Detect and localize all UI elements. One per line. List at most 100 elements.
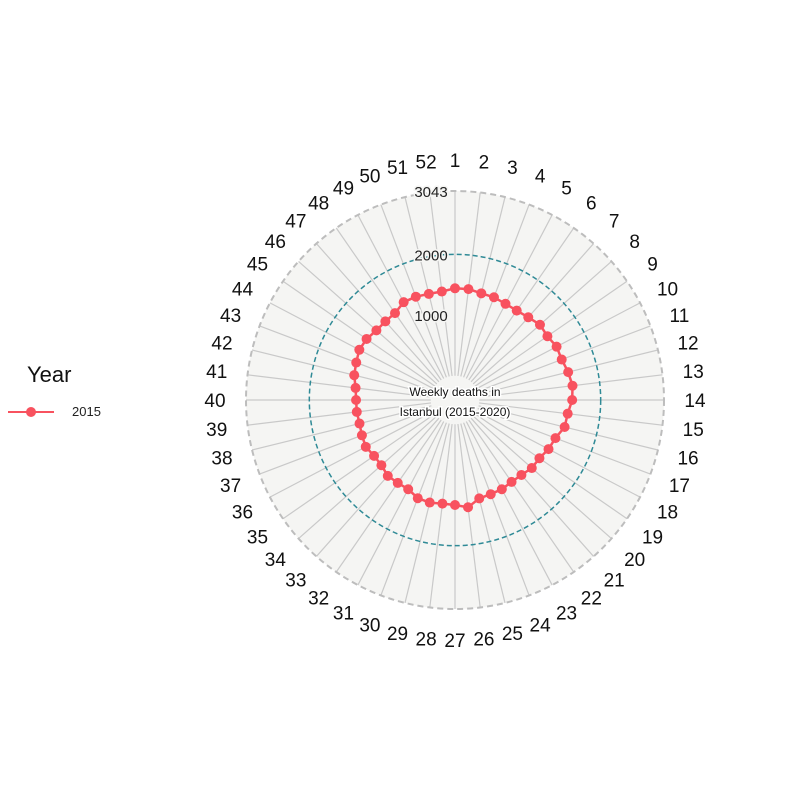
data-point-week-44 — [354, 344, 365, 355]
week-label-21: 21 — [604, 571, 625, 592]
data-point-week-2 — [463, 284, 474, 295]
data-point-week-19 — [534, 453, 545, 464]
spoke-week-41 — [247, 374, 431, 398]
week-label-41: 41 — [206, 362, 227, 383]
week-label-14: 14 — [684, 391, 706, 412]
spoke-week-48 — [335, 227, 442, 381]
spoke-week-22 — [468, 419, 575, 573]
spoke-week-29 — [404, 423, 450, 604]
spoke-week-19 — [474, 413, 628, 520]
data-point-week-37 — [356, 430, 367, 441]
week-label-18: 18 — [657, 503, 678, 524]
spoke-week-37 — [259, 408, 433, 475]
week-label-49: 49 — [333, 178, 354, 199]
week-label-52: 52 — [416, 153, 437, 174]
week-label-33: 33 — [285, 571, 306, 592]
data-point-week-16 — [559, 422, 570, 433]
spoke-week-44 — [269, 302, 434, 390]
data-point-week-24 — [485, 489, 496, 500]
data-point-week-40 — [351, 395, 362, 405]
spoke-week-32 — [335, 419, 442, 573]
data-point-week-3 — [476, 288, 487, 299]
panel-background — [246, 191, 664, 609]
data-point-week-7 — [523, 312, 534, 323]
week-label-16: 16 — [677, 448, 698, 469]
data-point-week-49 — [398, 297, 409, 308]
spoke-week-26 — [457, 424, 481, 608]
spoke-week-43 — [259, 325, 433, 392]
week-label-39: 39 — [206, 420, 227, 441]
spoke-week-6 — [468, 227, 575, 381]
radial-tick-label-1000: 1000 — [414, 308, 447, 325]
week-label-34: 34 — [265, 550, 287, 571]
week-label-6: 6 — [586, 193, 597, 214]
data-point-week-17 — [550, 433, 561, 444]
week-label-26: 26 — [473, 629, 494, 650]
data-point-week-18 — [543, 444, 554, 455]
data-point-week-22 — [506, 476, 517, 487]
data-point-week-42 — [349, 370, 360, 381]
data-point-week-26 — [463, 502, 474, 513]
spoke-week-7 — [470, 243, 595, 383]
data-point-week-45 — [361, 333, 372, 344]
spoke-week-18 — [476, 410, 641, 498]
chart-title: Weekly deaths in Istanbul (2015-2020) — [398, 384, 512, 421]
week-label-19: 19 — [642, 527, 663, 548]
data-point-week-8 — [534, 319, 545, 330]
radial-tick-label-3043: 3043 — [414, 184, 447, 201]
data-point-week-10 — [551, 341, 562, 352]
radial-tick-labels: 1000 2000 3043 — [413, 183, 449, 327]
week-label-12: 12 — [677, 334, 698, 355]
week-label-30: 30 — [359, 615, 380, 636]
week-label-17: 17 — [669, 476, 690, 497]
data-point-week-20 — [526, 463, 537, 474]
spoke-week-30 — [380, 422, 447, 596]
spoke-week-49 — [357, 214, 445, 379]
week-label-11: 11 — [670, 306, 690, 327]
week-label-36: 36 — [232, 503, 253, 524]
week-label-45: 45 — [247, 255, 268, 276]
spoke-week-47 — [315, 243, 440, 383]
week-label-42: 42 — [211, 334, 232, 355]
data-point-week-39 — [351, 406, 362, 417]
week-label-27: 27 — [444, 631, 465, 652]
data-point-week-4 — [488, 292, 499, 303]
legend-title: Year — [27, 362, 72, 387]
spoke-week-24 — [463, 422, 530, 596]
data-point-week-38 — [354, 418, 365, 429]
data-point-week-1 — [450, 283, 460, 294]
spoke-week-4 — [463, 204, 530, 378]
week-label-20: 20 — [624, 550, 645, 571]
chart-title-line-1: Weekly deaths in — [409, 385, 500, 399]
data-point-week-29 — [424, 497, 435, 508]
data-point-week-13 — [567, 380, 578, 391]
week-label-5: 5 — [561, 178, 572, 199]
data-point-week-21 — [516, 469, 527, 480]
data-point-week-51 — [423, 288, 434, 299]
data-point-week-14 — [567, 395, 578, 405]
spoke-week-17 — [477, 408, 651, 475]
spoke-week-35 — [282, 413, 436, 520]
week-label-51: 51 — [387, 158, 408, 179]
outer-ring — [245, 190, 665, 610]
data-point-week-9 — [542, 331, 553, 342]
week-label-2: 2 — [479, 153, 490, 174]
data-point-week-46 — [371, 325, 382, 336]
legend: Year 2015 — [8, 362, 148, 419]
week-label-31: 31 — [333, 604, 354, 625]
legend-item-2015: 2015 — [8, 404, 148, 419]
data-point-week-47 — [380, 316, 391, 327]
data-point-week-27 — [450, 500, 460, 511]
spoke-week-3 — [460, 196, 506, 377]
spoke-week-36 — [269, 410, 434, 498]
spoke-week-51 — [404, 196, 450, 377]
data-point-week-32 — [392, 477, 403, 488]
week-label-37: 37 — [220, 476, 241, 497]
chart-title-line-2: Istanbul (2015-2020) — [400, 405, 511, 419]
radial-tick-label-2000: 2000 — [414, 247, 447, 264]
data-point-week-34 — [376, 460, 387, 471]
data-point-week-41 — [350, 382, 361, 393]
spoke-week-38 — [251, 405, 432, 451]
week-label-28: 28 — [416, 629, 437, 650]
data-point-week-52 — [436, 286, 447, 297]
